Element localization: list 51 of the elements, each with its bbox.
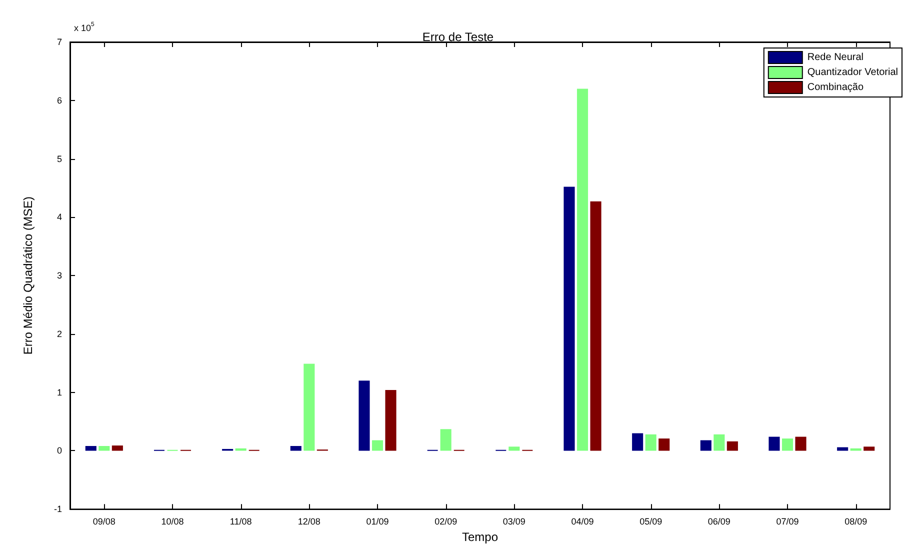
x-tick-label: 03/09 [502, 516, 526, 527]
x-tick-label: 08/09 [844, 516, 868, 527]
y-tick-label: 7 [56, 37, 62, 47]
x-tick-label: 07/09 [776, 516, 799, 527]
legend-label: Combinação [807, 82, 864, 93]
bar [768, 436, 780, 451]
bar [372, 440, 384, 451]
y-axis-title: Erro Médio Quadrático (MSE) [21, 196, 35, 355]
bar [508, 446, 520, 451]
bar [632, 433, 644, 451]
x-tick-label: 06/09 [708, 516, 730, 527]
y-tick-label: 3 [56, 270, 62, 281]
bar [726, 441, 738, 451]
bar [837, 447, 848, 451]
y-tick-label: 4 [56, 212, 62, 222]
x-tick-label: 05/09 [640, 516, 662, 527]
bar [795, 436, 806, 451]
bar [112, 445, 123, 451]
bar [440, 429, 452, 451]
bar [576, 88, 588, 451]
x-tick-label: 04/09 [571, 516, 594, 527]
x-tick-label: 11/08 [230, 516, 252, 527]
y-tick-label: -1 [54, 504, 62, 514]
bar [358, 380, 370, 451]
bar [290, 446, 302, 451]
bar [85, 446, 96, 451]
bar [385, 390, 396, 451]
bar [782, 438, 794, 451]
y-tick-label: 2 [56, 328, 62, 339]
x-tick-label: 02/09 [434, 516, 458, 527]
bar [700, 440, 712, 451]
y-tick-label: 1 [56, 387, 62, 398]
bar [864, 446, 875, 451]
x-tick-label: 10/08 [161, 516, 184, 527]
bar [590, 201, 602, 451]
bar [645, 434, 656, 451]
bar [714, 434, 725, 451]
chart-title: Erro de Teste [422, 30, 494, 44]
y-tick-label: 0 [56, 446, 62, 456]
x-tick-label: 01/09 [366, 516, 389, 527]
bar [304, 364, 315, 451]
x-tick-label: 09/08 [92, 516, 116, 527]
y-tick-label: 6 [56, 95, 62, 106]
legend-label: Quantizador Vetorial [807, 67, 898, 78]
bar [98, 446, 110, 451]
bar [658, 438, 670, 451]
x-axis-title: Tempo [462, 530, 498, 544]
legend-label: Rede Neural [807, 52, 864, 63]
y-tick-label: 5 [56, 154, 62, 164]
x-tick-label: 12/08 [298, 516, 320, 527]
bar [564, 186, 575, 451]
